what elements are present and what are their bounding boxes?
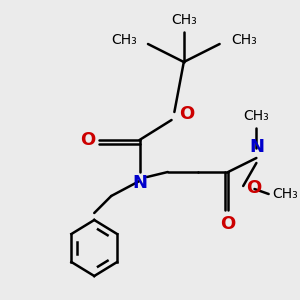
Text: O: O [220,215,236,233]
Text: N: N [132,174,147,192]
Text: CH₃: CH₃ [244,109,269,123]
Text: N: N [249,138,264,156]
Text: CH₃: CH₃ [171,13,197,27]
Text: CH₃: CH₃ [111,33,137,47]
Text: O: O [80,131,95,149]
Text: CH₃: CH₃ [231,33,257,47]
Text: CH₃: CH₃ [272,187,298,201]
Text: O: O [179,105,194,123]
Text: O: O [246,179,261,197]
